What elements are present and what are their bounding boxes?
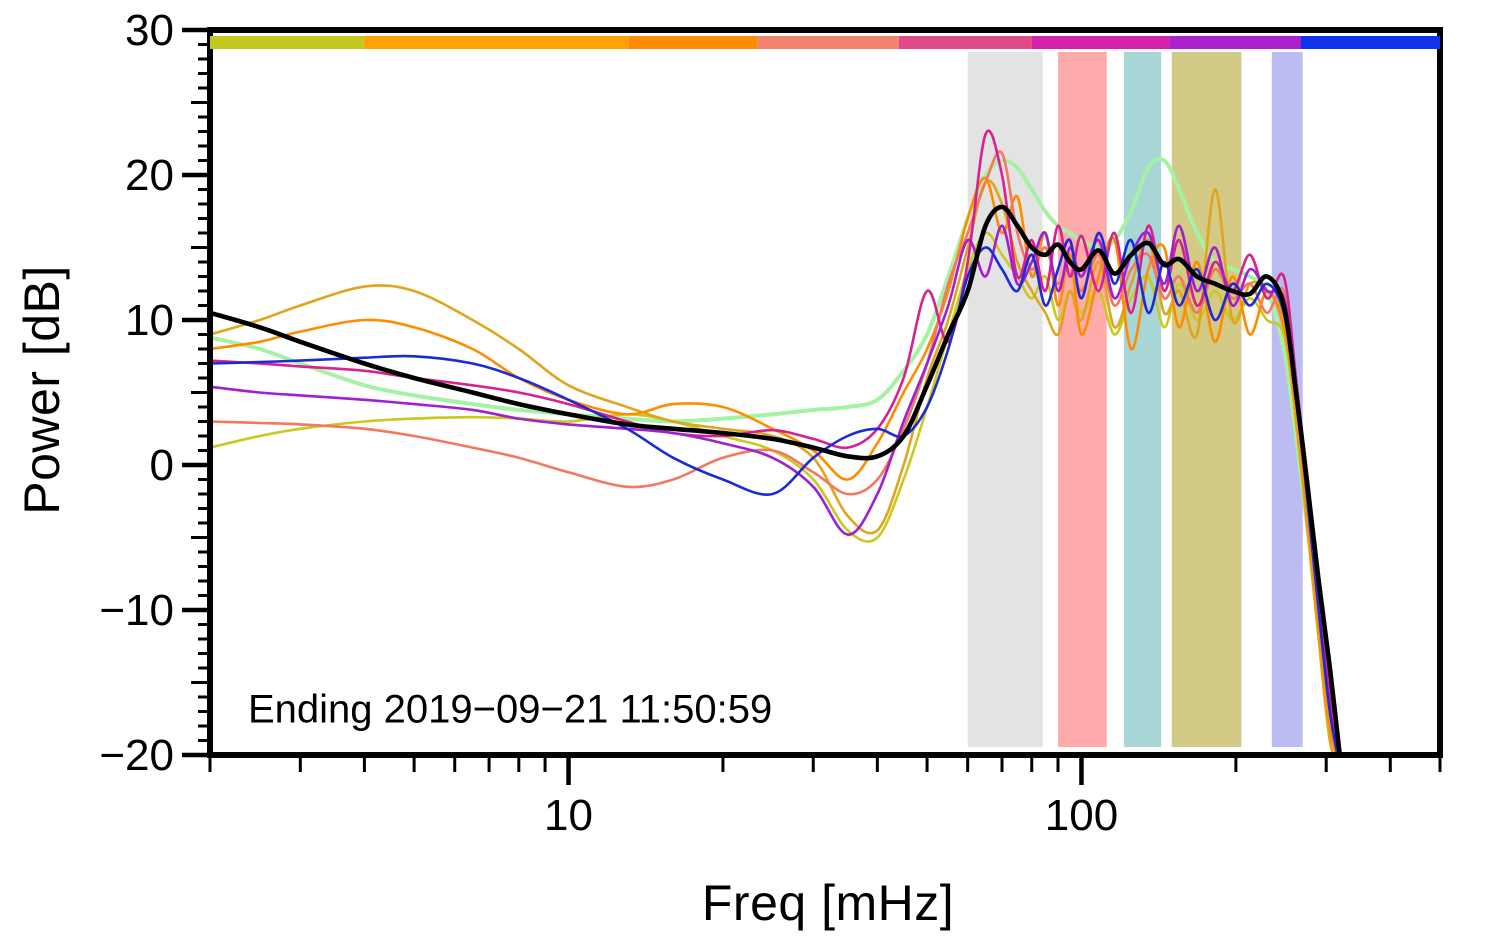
colorbar-segment	[757, 36, 899, 49]
colorbar-segment	[898, 36, 1032, 49]
colorbar-segment	[363, 36, 629, 49]
spectra-curves	[210, 129, 1343, 755]
y-tick-label: −10	[99, 586, 174, 635]
colorbar-segment	[1301, 36, 1440, 49]
band-teal	[1123, 52, 1162, 747]
colorbar-segment	[1031, 36, 1170, 49]
band-khaki	[1171, 52, 1242, 747]
series-orange	[210, 176, 1338, 755]
series-black-mean	[210, 204, 1343, 755]
series-blue	[210, 231, 1339, 755]
x-axis-label: Freq [mHz]	[701, 875, 955, 931]
x-tick-label: 10	[544, 791, 593, 840]
plot-frame	[207, 27, 1443, 758]
y-tick-label: −20	[99, 731, 174, 780]
y-tick-label: 30	[125, 6, 174, 55]
ending-timestamp-annotation: Ending 2019−09−21 11:50:59	[248, 687, 773, 732]
axis-ticks	[182, 27, 1442, 785]
segment-colorbar	[210, 36, 1440, 49]
y-tick-label: 20	[125, 151, 174, 200]
colorbar-segment	[210, 36, 364, 49]
frequency-bands	[967, 52, 1303, 747]
colorbar-segment	[1169, 36, 1302, 49]
y-axis-label: Power [dB]	[14, 265, 70, 515]
colorbar-segment	[628, 36, 758, 49]
band-pink	[1057, 52, 1107, 747]
y-tick-label: 10	[125, 296, 174, 345]
y-tick-label: 0	[150, 441, 174, 490]
band-gray	[967, 52, 1043, 747]
x-tick-label: 100	[1045, 791, 1118, 840]
